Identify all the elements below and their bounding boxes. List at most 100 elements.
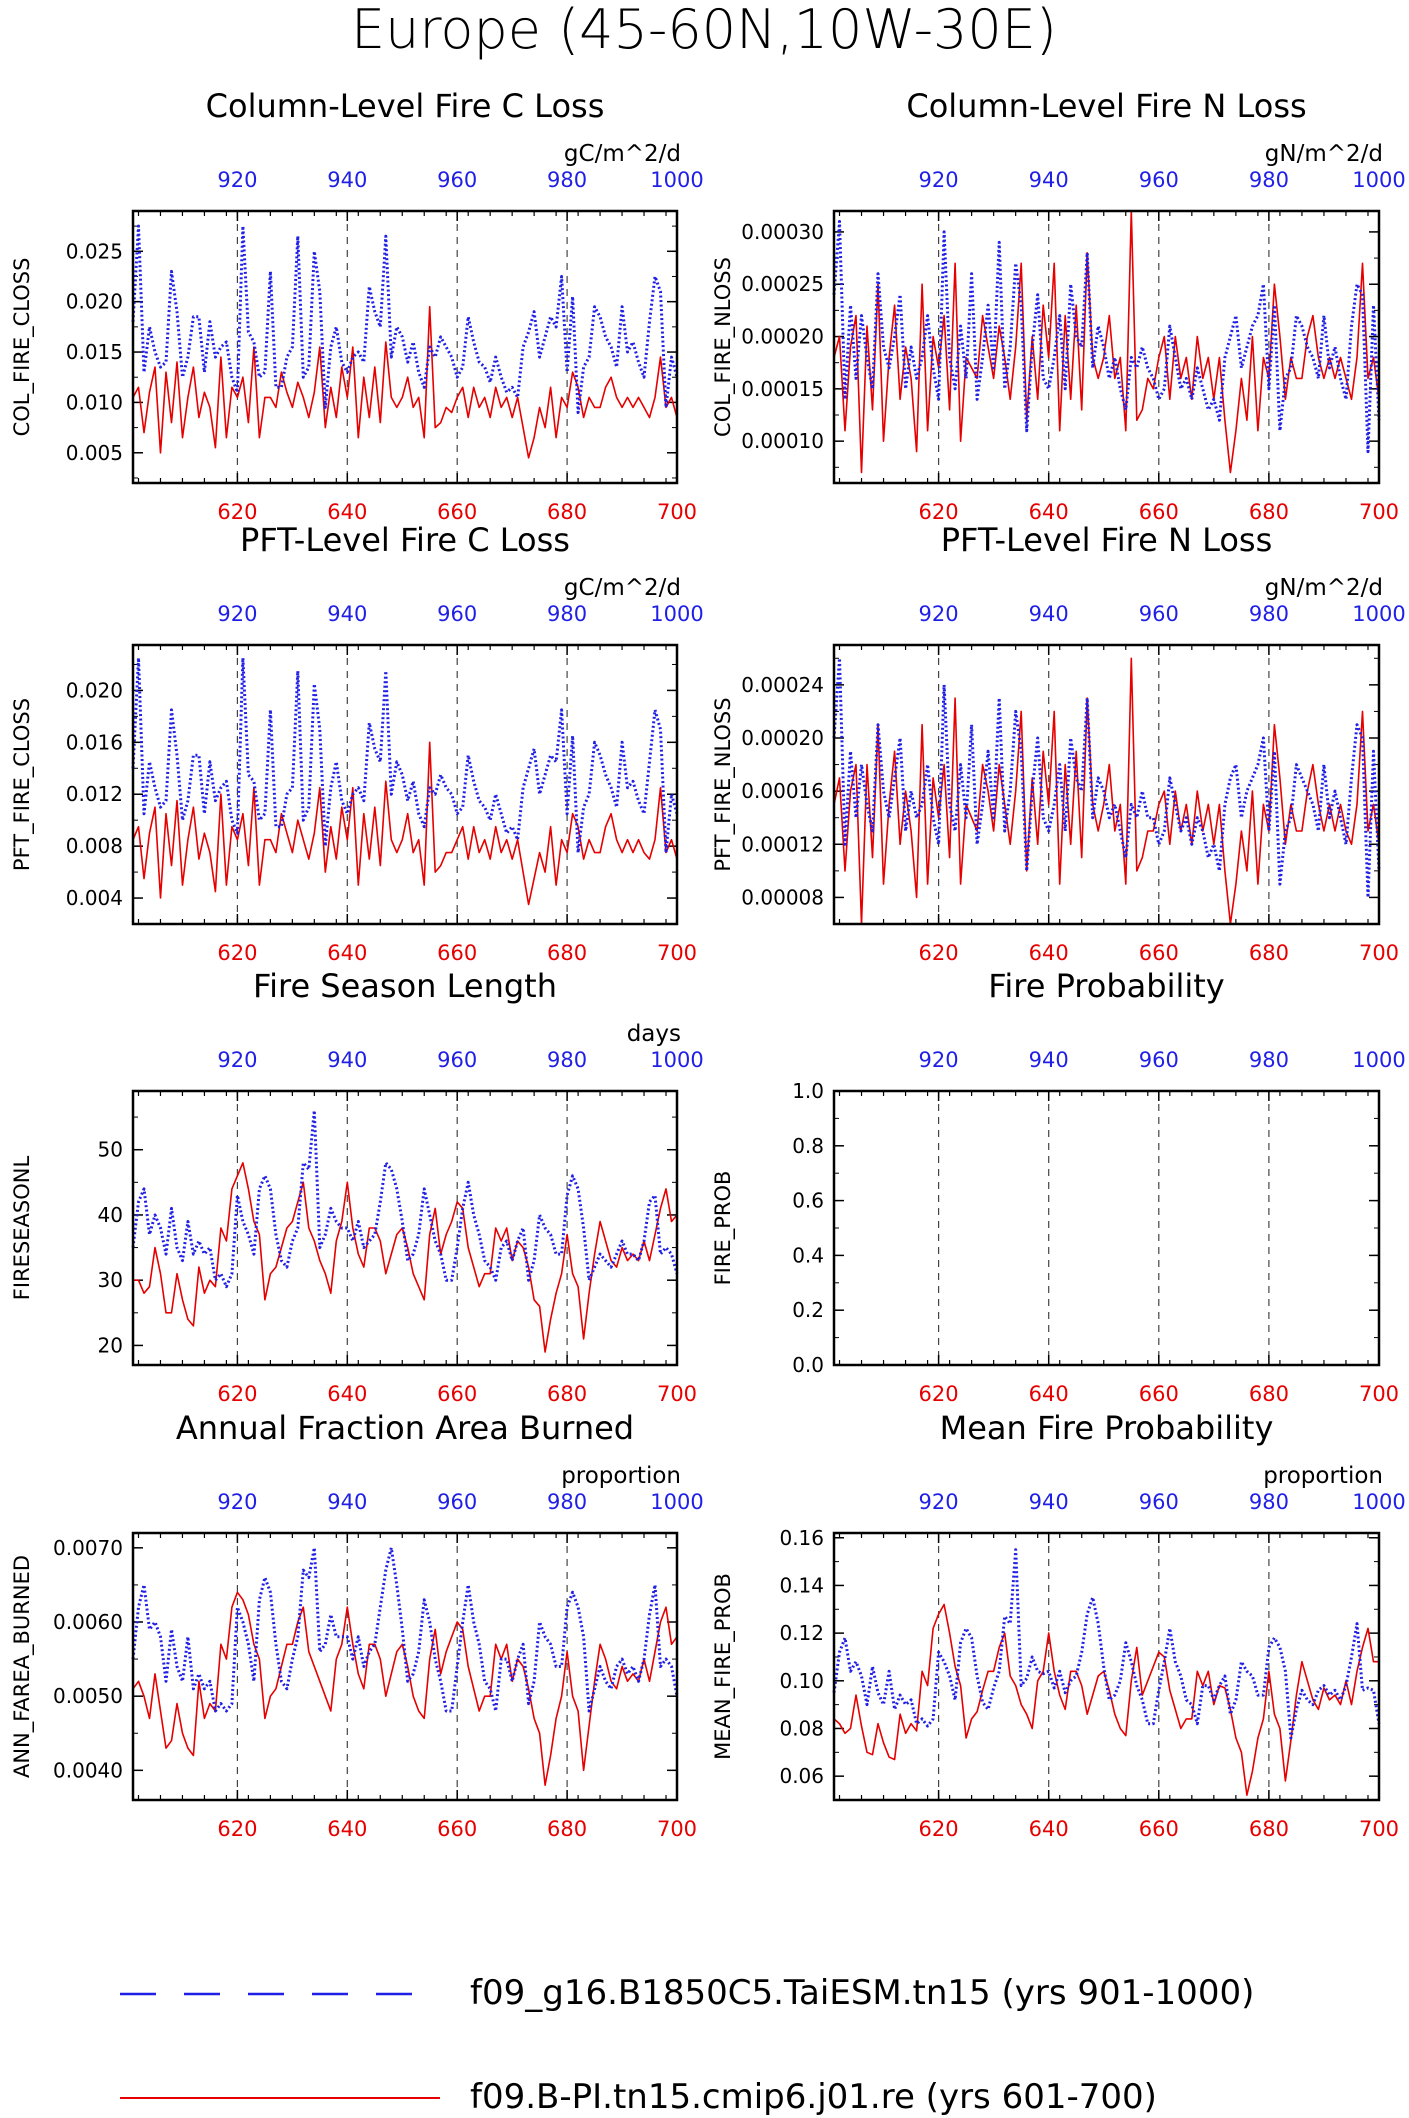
- x-top-tick-label: 1000: [650, 168, 703, 192]
- x-bottom-tick-label: 700: [1359, 1382, 1399, 1406]
- y-tick-label: 0.0050: [53, 1684, 123, 1708]
- y-tick-label: 0.12: [779, 1621, 824, 1645]
- x-top-tick-label: 960: [1139, 602, 1179, 626]
- x-bottom-tick-label: 640: [327, 500, 367, 524]
- x-bottom-tick-label: 640: [1029, 1382, 1069, 1406]
- y-tick-label: 0.00030: [741, 220, 824, 244]
- y-tick-label: 0.10: [779, 1669, 824, 1693]
- series-control-line: [131, 1109, 679, 1289]
- series-control-line: [832, 656, 1381, 899]
- x-top-tick-label: 980: [1249, 1490, 1289, 1514]
- x-top-tick-label: 980: [1249, 1048, 1289, 1072]
- chart-units: days: [627, 1021, 681, 1047]
- x-top-tick-label: 920: [919, 168, 959, 192]
- chart-panel-6: Annual Fraction Area Burned proportion ANN…: [10, 1409, 704, 1841]
- x-top-tick-label: 920: [217, 1048, 257, 1072]
- x-bottom-tick-label: 680: [547, 941, 587, 965]
- series-case-line: [132, 1591, 678, 1786]
- y-tick-label: 0.2: [792, 1298, 824, 1322]
- y-axis-label: COL_FIRE_NLOSS: [711, 257, 736, 437]
- y-tick-label: 0.005: [66, 441, 123, 465]
- y-tick-label: 0.8: [792, 1134, 824, 1158]
- y-tick-label: 0.00010: [741, 429, 824, 453]
- y-tick-label: 0.08: [779, 1716, 824, 1740]
- series-control-line: [832, 1548, 1381, 1740]
- legend-label-control: f09_g16.B1850C5.TaiESM.tn15 (yrs 901-100…: [470, 1973, 1254, 2013]
- x-bottom-tick-label: 620: [919, 941, 959, 965]
- series-control-line: [832, 220, 1381, 454]
- x-bottom-tick-label: 620: [919, 1817, 959, 1841]
- x-bottom-tick-label: 700: [657, 1382, 697, 1406]
- x-bottom-tick-label: 660: [1139, 941, 1179, 965]
- y-tick-label: 0.6: [792, 1189, 824, 1213]
- x-top-tick-label: 1000: [650, 602, 703, 626]
- y-tick-label: 0.0070: [53, 1536, 123, 1560]
- x-top-tick-label: 940: [327, 1490, 367, 1514]
- x-bottom-tick-label: 660: [1139, 1382, 1179, 1406]
- x-bottom-tick-label: 620: [217, 941, 257, 965]
- chart-units: proportion: [561, 1463, 681, 1489]
- series-case-line: [133, 1162, 678, 1353]
- y-tick-label: 0.14: [779, 1573, 824, 1597]
- x-bottom-tick-label: 660: [1139, 500, 1179, 524]
- y-tick-label: 0.015: [66, 340, 123, 364]
- x-bottom-tick-label: 700: [1359, 500, 1399, 524]
- x-bottom-tick-label: 620: [919, 1382, 959, 1406]
- x-top-tick-label: 960: [1139, 168, 1179, 192]
- chart-units: proportion: [1263, 1463, 1383, 1489]
- chart-units: gC/m^2/d: [564, 141, 681, 167]
- x-top-tick-label: 940: [327, 1048, 367, 1072]
- plot-frame: [832, 1089, 1381, 1367]
- x-bottom-tick-label: 660: [437, 1382, 477, 1406]
- y-tick-label: 0.00012: [741, 832, 824, 856]
- chart-units: gN/m^2/d: [1265, 575, 1383, 601]
- x-top-tick-label: 940: [327, 168, 367, 192]
- x-bottom-tick-label: 640: [327, 1382, 367, 1406]
- x-bottom-tick-label: 620: [919, 500, 959, 524]
- x-bottom-tick-label: 680: [1249, 1382, 1289, 1406]
- x-top-tick-label: 920: [919, 1490, 959, 1514]
- series-case-line: [833, 657, 1380, 925]
- y-tick-label: 0.00020: [741, 325, 824, 349]
- x-top-tick-label: 1000: [1352, 1048, 1405, 1072]
- y-tick-label: 0.012: [66, 782, 123, 806]
- x-top-tick-label: 1000: [650, 1048, 703, 1072]
- x-bottom-tick-label: 640: [327, 1817, 367, 1841]
- x-bottom-tick-label: 700: [657, 941, 697, 965]
- y-tick-label: 50: [98, 1138, 123, 1162]
- x-top-tick-label: 960: [437, 168, 477, 192]
- x-bottom-tick-label: 620: [217, 1817, 257, 1841]
- figure-title: Europe (45-60N,10W-30E): [351, 0, 1057, 61]
- x-top-tick-label: 1000: [650, 1490, 703, 1514]
- x-top-tick-label: 980: [547, 602, 587, 626]
- chart-units: gC/m^2/d: [564, 575, 681, 601]
- x-top-tick-label: 920: [217, 168, 257, 192]
- y-tick-label: 1.0: [792, 1079, 824, 1103]
- x-top-tick-label: 980: [547, 168, 587, 192]
- chart-panel-5: Fire Probability FIRE_PROB 620 640 660 680 700…: [711, 967, 1406, 1406]
- y-tick-label: 0.00015: [741, 377, 824, 401]
- chart-panel-1: Column-Level Fire N Loss gN/m^2/d COL_FIRE…: [711, 87, 1406, 524]
- plot-frame: [832, 643, 1381, 926]
- y-tick-label: 0.010: [66, 390, 123, 414]
- y-tick-label: 0.06: [779, 1764, 824, 1788]
- chart-title: Column-Level Fire C Loss: [206, 87, 605, 125]
- x-top-tick-label: 960: [437, 602, 477, 626]
- x-top-tick-label: 960: [437, 1490, 477, 1514]
- chart-panel-2: PFT-Level Fire C Loss gC/m^2/d PFT_FIRE_CL…: [10, 521, 704, 965]
- x-bottom-tick-label: 640: [327, 941, 367, 965]
- y-tick-label: 0.016: [66, 730, 123, 754]
- x-bottom-tick-label: 640: [1029, 1817, 1069, 1841]
- chart-title: PFT-Level Fire C Loss: [240, 521, 570, 559]
- x-bottom-tick-label: 680: [547, 500, 587, 524]
- plot-frame: [131, 209, 679, 485]
- chart-panel-7: Mean Fire Probability proportion MEAN_FIRE…: [711, 1409, 1406, 1841]
- x-top-tick-label: 940: [1029, 1490, 1069, 1514]
- x-bottom-tick-label: 700: [1359, 1817, 1399, 1841]
- y-axis-label: FIRESEASONL: [10, 1156, 34, 1301]
- y-tick-label: 0.00024: [741, 673, 824, 697]
- y-tick-label: 30: [98, 1268, 123, 1292]
- series-control-line: [131, 656, 679, 855]
- y-tick-label: 0.00020: [741, 726, 824, 750]
